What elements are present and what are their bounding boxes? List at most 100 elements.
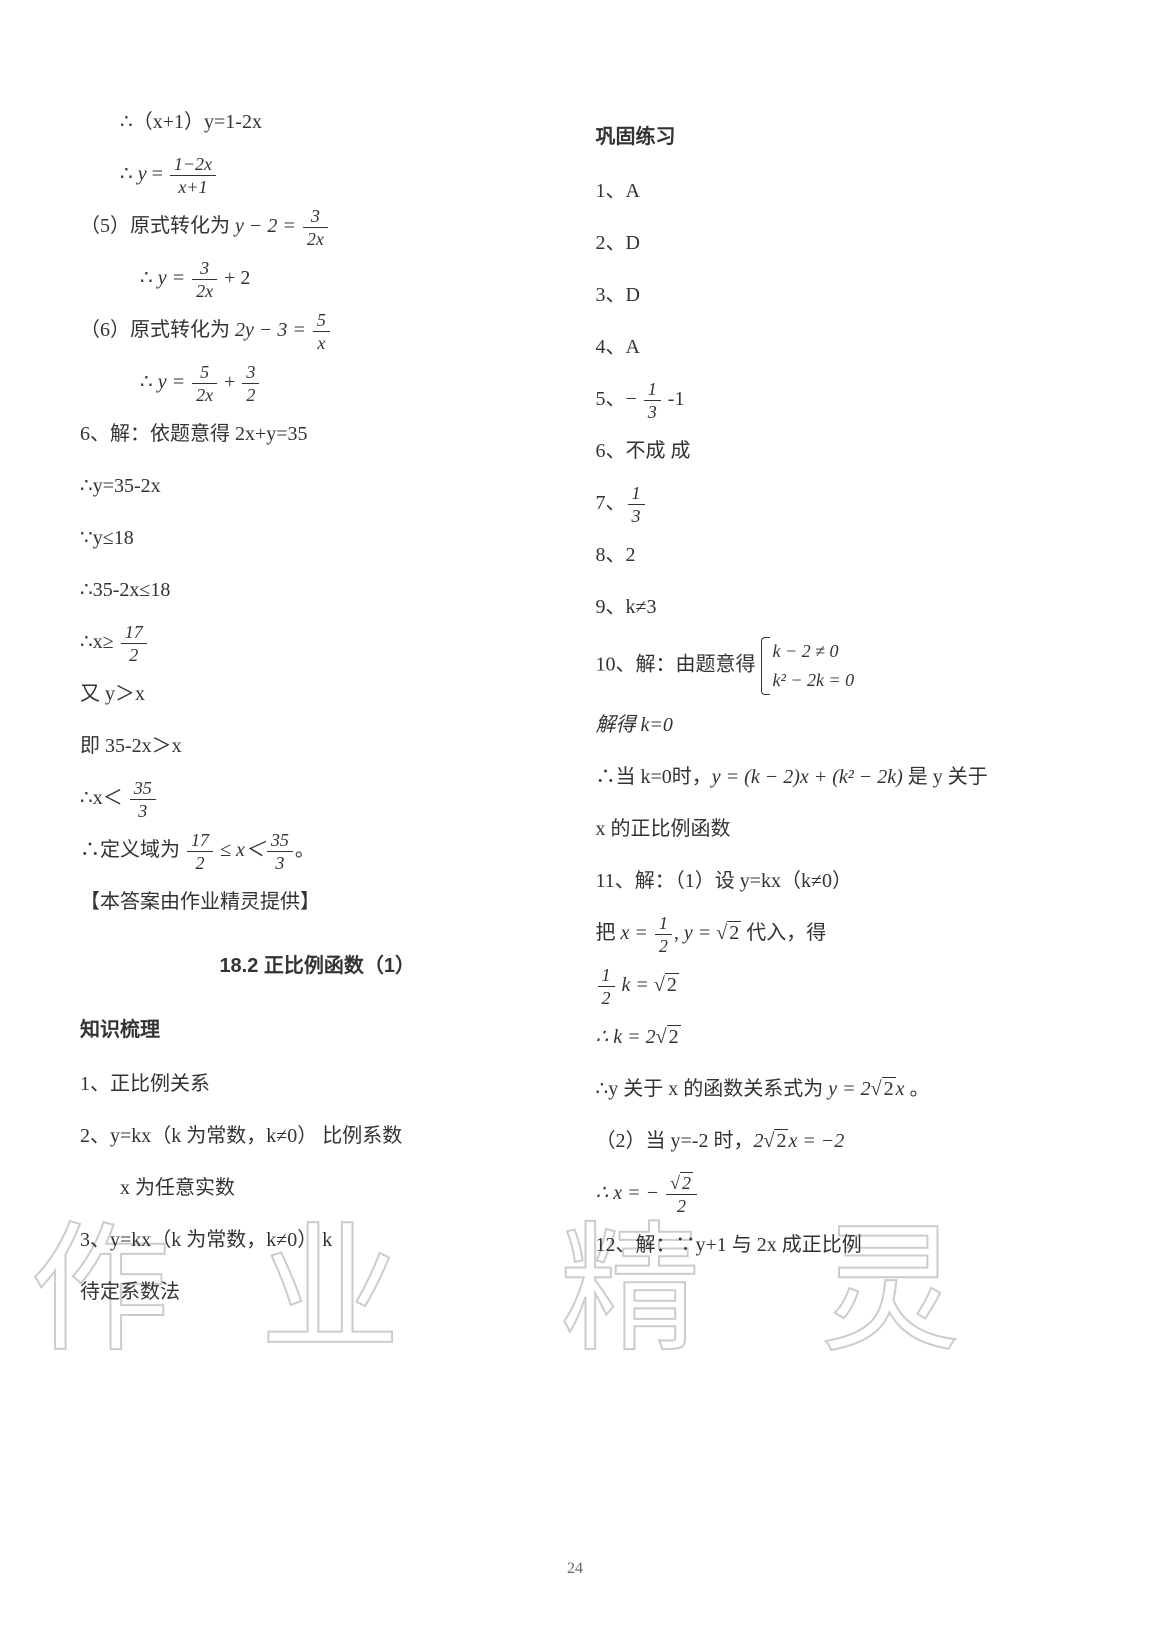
expr: x =	[621, 922, 653, 944]
fraction: √22	[666, 1174, 697, 1215]
fraction: 32	[242, 363, 259, 404]
numerator: 1	[655, 914, 672, 935]
answer-line: （2）当 y=-2 时，2√2x = −2	[596, 1119, 1071, 1163]
knowledge-line: 1、正比例关系	[80, 1062, 555, 1106]
answer-line: 6、不成 成	[596, 429, 1071, 473]
text: 5、−	[596, 388, 642, 410]
numerator: 35	[130, 779, 156, 800]
text: ∴	[140, 371, 158, 393]
sqrt: √2	[716, 921, 741, 944]
solution-line: ∴（x+1）y=1-2x	[80, 100, 555, 144]
fraction: 353	[130, 779, 156, 820]
fraction: 13	[628, 484, 645, 525]
sqrt: √2	[763, 1129, 788, 1152]
answer-line: 3、D	[596, 273, 1071, 317]
answer-line: 解得 k=0	[596, 703, 1071, 747]
var: y	[138, 163, 147, 185]
fraction: 5x	[313, 311, 330, 352]
text: + 2	[219, 267, 250, 289]
cases-bracket: k − 2 ≠ 0k² − 2k = 0	[761, 637, 855, 695]
answer-line: 12 k = √2	[596, 963, 1071, 1007]
numerator: 35	[267, 831, 293, 852]
fraction: 32x	[303, 207, 328, 248]
section-title: 18.2 正比例函数（1）	[80, 944, 555, 988]
numerator: 3	[192, 259, 217, 280]
numerator: 17	[187, 831, 213, 852]
text: 。	[904, 1078, 929, 1100]
fraction: 13	[644, 380, 661, 421]
solution-line: ∴y=35-2x	[80, 464, 555, 508]
numerator: 3	[303, 207, 328, 228]
text: 2	[753, 1130, 763, 1152]
text: =	[147, 163, 168, 185]
text: ∴ k = 2	[596, 1026, 656, 1048]
knowledge-line: x 为任意实数	[80, 1166, 555, 1210]
numerator: 1−2x	[170, 155, 216, 176]
answer-line: 10、解：由题意得 k − 2 ≠ 0k² − 2k = 0	[596, 637, 1071, 695]
text: 。	[295, 839, 315, 861]
text: 代入，得	[741, 922, 826, 944]
answer-line: x 的正比例函数	[596, 807, 1071, 851]
denominator: 2	[598, 987, 615, 1007]
fraction: 172	[187, 831, 213, 872]
text: ∴	[120, 163, 138, 185]
text: 把	[596, 922, 621, 944]
sqrt: √2	[871, 1077, 896, 1100]
text: ∴x＜	[80, 787, 128, 809]
answer-line: 9、k≠3	[596, 585, 1071, 629]
solution-line: （5）原式转化为 y − 2 = 32x	[80, 204, 555, 248]
text: （6）原式转化为	[80, 319, 235, 341]
solution-line: 6、解：依题意得 2x+y=35	[80, 412, 555, 456]
numerator: 1	[628, 484, 645, 505]
answer-line: ∴y 关于 x 的函数关系式为 y = 2√2x 。	[596, 1067, 1071, 1111]
answer-line: 4、A	[596, 325, 1071, 369]
numerator: 5	[313, 311, 330, 332]
text: 7、	[596, 492, 626, 514]
answer-line: 11、解：（1）设 y=kx（k≠0）	[596, 859, 1071, 903]
text: ∴y 关于 x 的函数关系式为	[596, 1078, 829, 1100]
solution-line: ∴x＜ 353	[80, 776, 555, 820]
text: ∴ x = −	[596, 1182, 665, 1204]
fraction: 12	[598, 966, 615, 1007]
expr: y = 2	[828, 1078, 870, 1100]
denominator: 3	[628, 505, 645, 525]
text: k =	[617, 974, 654, 996]
denominator: 2x	[192, 384, 217, 404]
text: ∴当 k=0时，	[596, 766, 712, 788]
fraction: 1−2xx+1	[170, 155, 216, 196]
numerator: 3	[242, 363, 259, 384]
text: +	[219, 371, 240, 393]
sqrt-arg: 2	[727, 921, 741, 944]
knowledge-line: 2、y=kx（k 为常数，k≠0） 比例系数	[80, 1114, 555, 1158]
answer-line: 把 x = 12, y = √2 代入，得	[596, 911, 1071, 955]
text: ≤ x＜	[215, 839, 265, 861]
solution-line: ∴定义域为 172 ≤ x＜353。	[80, 828, 555, 872]
text: 解得 k=0	[596, 714, 673, 736]
fraction: 32x	[192, 259, 217, 300]
expr: x = −2	[788, 1130, 844, 1152]
numerator: √2	[666, 1174, 697, 1195]
numerator: 17	[121, 623, 147, 644]
answer-line: ∴ x = − √22	[596, 1171, 1071, 1215]
sqrt-arg: 2	[774, 1129, 788, 1152]
sqrt-arg: 2	[882, 1077, 896, 1100]
right-column: 巩固练习 1、A 2、D 3、D 4、A 5、− 13 -1 6、不成 成 7、…	[576, 100, 1091, 1322]
answer-line: 2、D	[596, 221, 1071, 265]
text: ∴	[140, 267, 158, 289]
denominator: 2x	[303, 228, 328, 248]
denominator: 2	[121, 644, 147, 664]
sqrt: √2	[654, 973, 679, 996]
knowledge-line: 3、y=kx（k 为常数，k≠0） k	[80, 1218, 555, 1262]
expr: y =	[158, 267, 190, 289]
text: , y =	[674, 922, 716, 944]
fraction: 12	[655, 914, 672, 955]
two-column-container: ∴（x+1）y=1-2x ∴ y = 1−2xx+1 （5）原式转化为 y − …	[60, 100, 1090, 1322]
numerator: 1	[644, 380, 661, 401]
expr: 2y − 3 =	[235, 319, 311, 341]
text: 10、解：由题意得	[596, 653, 761, 675]
answer-line: 5、− 13 -1	[596, 377, 1071, 421]
expr: y = (k − 2)x + (k² − 2k)	[712, 766, 903, 788]
sqrt-arg: 2	[667, 1025, 681, 1048]
denominator: x	[313, 332, 330, 352]
answer-line: ∴当 k=0时，y = (k − 2)x + (k² − 2k) 是 y 关于	[596, 755, 1071, 799]
